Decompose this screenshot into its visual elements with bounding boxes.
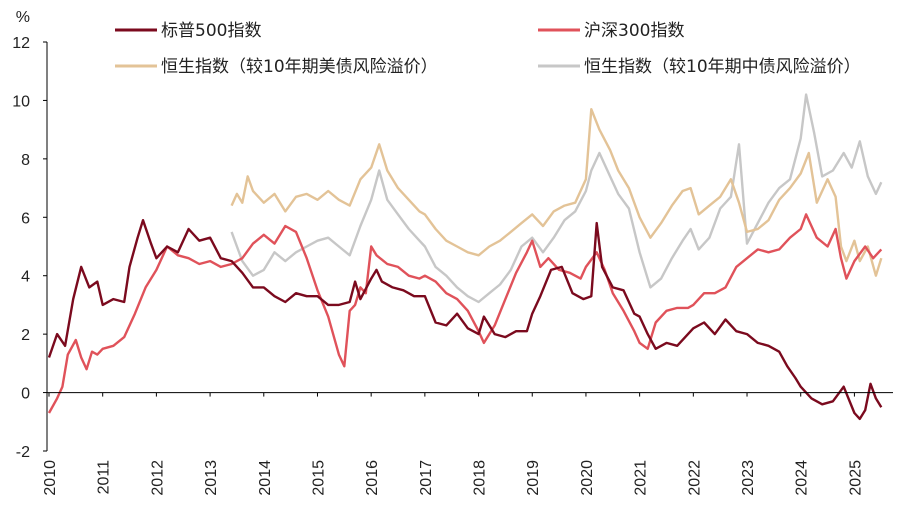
x-tick-label: 2025 — [847, 460, 864, 496]
legend-label-3: 恒生指数（较10年期中债风险溢价） — [584, 57, 861, 77]
x-tick-label: 2022 — [686, 460, 703, 496]
y-tick-label: 12 — [12, 35, 30, 52]
x-tick-label: 2011 — [96, 460, 113, 495]
x-tick-label: 2010 — [42, 460, 59, 496]
legend-label-0: 标普500指数 — [161, 21, 261, 41]
x-tick-label: 2014 — [257, 460, 274, 496]
x-axis: 2010 2011 2012 2013 2014 2015 2016 2017 2018 2019… — [42, 392, 864, 496]
x-tick-label: 2016 — [364, 460, 381, 496]
series-line-3 — [230, 93, 883, 304]
y-axis-label: % — [16, 9, 30, 26]
x-tick-label: 2017 — [418, 460, 435, 496]
series-line-1 — [47, 213, 883, 414]
y-tick-label: 4 — [21, 269, 30, 286]
x-tick-label: 2020 — [579, 460, 596, 496]
x-tick-label: 2012 — [149, 460, 166, 496]
x-tick-label: 2021 — [633, 460, 650, 496]
series-line-2 — [230, 108, 883, 277]
x-tick-label: 2024 — [794, 460, 811, 496]
plot-area — [47, 93, 883, 421]
x-tick-label: 2023 — [740, 460, 757, 496]
x-tick-label: 2019 — [525, 460, 542, 496]
x-tick-label: 2018 — [472, 460, 489, 496]
x-tick-label: 2013 — [203, 460, 220, 496]
y-tick-label: 8 — [21, 152, 30, 169]
y-tick-label: -2 — [16, 444, 30, 461]
legend-label-1: 沪深300指数 — [584, 21, 684, 41]
series-line-0 — [47, 219, 883, 421]
y-tick-label: 6 — [21, 210, 30, 227]
legend-label-2: 恒生指数（较10年期美债风险溢价） — [161, 57, 438, 77]
y-tick-label: 0 — [21, 386, 30, 403]
y-tick-label: 2 — [21, 327, 30, 344]
y-tick-label: 10 — [12, 93, 30, 110]
x-tick-label: 2015 — [310, 460, 327, 496]
y-axis: -2 0 2 4 6 8 10 12 — [12, 35, 47, 461]
